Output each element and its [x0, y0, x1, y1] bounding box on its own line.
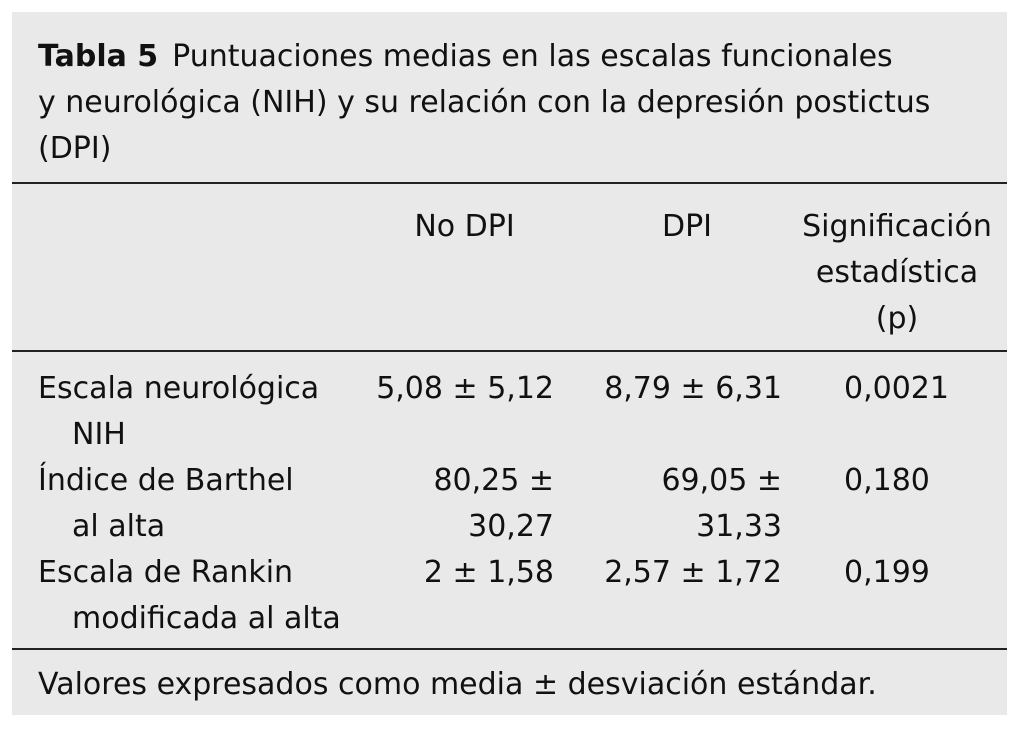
cell-no-dpi: 2 ± 1,58 [423, 555, 554, 590]
header-significance: Significación estadística (p) [797, 204, 997, 342]
header-sig-line-1: Significación [802, 209, 992, 244]
cell-dpi: 2,57 ± 1,72 [604, 555, 782, 590]
bottom-rule [12, 648, 1007, 650]
header-no-dpi: No DPI [414, 209, 515, 244]
row-label: Índice de Barthel al alta [38, 458, 368, 550]
caption-line-2: y neurológica (NIH) y su relación con la… [38, 85, 931, 120]
cell-p-value: 0,180 [844, 463, 930, 498]
cell-p-value: 0,0021 [844, 371, 949, 406]
header-rule [12, 350, 1007, 352]
row-label-line-2: al alta [72, 509, 166, 544]
row-label-line-1: Escala neurológica [38, 371, 320, 406]
header-sig-line-3: (p) [875, 301, 919, 336]
row-label-line-1: Escala de Rankin [38, 555, 294, 590]
caption-line-1: Puntuaciones medias en las escalas funci… [172, 39, 893, 74]
row-label-line-2: NIH [72, 417, 126, 452]
table-number: Tabla 5 [38, 39, 159, 74]
table-panel: Tabla 5 Puntuaciones medias en las escala… [12, 12, 1007, 715]
cell-no-dpi: 80,25 ± 30,27 [433, 463, 554, 544]
table-footnote: Valores expresados como media ± desviaci… [38, 667, 877, 702]
row-label: Escala neurológica NIH [38, 366, 368, 458]
cell-p-value: 0,199 [844, 555, 930, 590]
caption-line-3: (DPI) [38, 131, 112, 166]
header-dpi: DPI [661, 209, 713, 244]
row-label-line-2: modificada al alta [72, 601, 341, 636]
cell-no-dpi: 5,08 ± 5,12 [376, 371, 554, 406]
table-caption: Tabla 5 Puntuaciones medias en las escala… [38, 34, 988, 172]
cell-dpi: 69,05 ± 31,33 [661, 463, 782, 544]
header-sig-line-2: estadística [815, 255, 979, 290]
top-rule [12, 182, 1007, 184]
cell-dpi: 8,79 ± 6,31 [604, 371, 782, 406]
row-label: Escala de Rankin modificada al alta [38, 550, 368, 642]
row-label-line-1: Índice de Barthel [38, 463, 294, 498]
